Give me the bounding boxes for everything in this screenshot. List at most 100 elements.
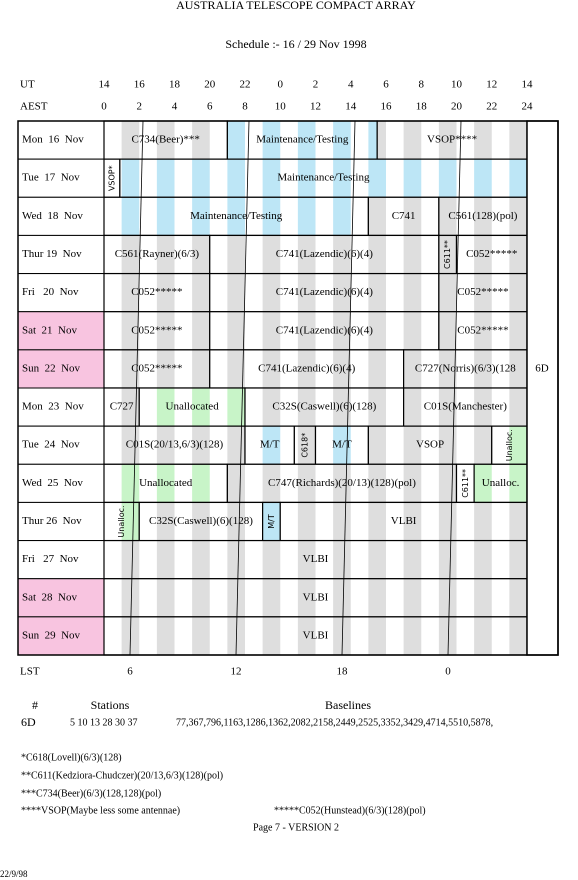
stripe — [438, 235, 457, 274]
block-label: C611** — [461, 469, 470, 498]
stripe — [509, 273, 527, 312]
stripe — [121, 464, 140, 503]
note: ***C734(Beer)(6/3)(128,128)(pol) — [21, 788, 161, 799]
stripe — [262, 502, 281, 541]
block-bg — [104, 159, 120, 198]
block-bg — [403, 349, 527, 388]
stripe — [438, 578, 457, 617]
block-label: C32S(Caswell)(6)(128) — [272, 401, 376, 413]
stripe — [192, 540, 210, 579]
day-cell — [17, 311, 105, 351]
table-header: # — [32, 698, 38, 712]
stripe — [333, 159, 351, 198]
stripe — [227, 121, 245, 160]
stripe — [368, 540, 386, 579]
day-label: Fri 20 Nov — [22, 286, 79, 298]
block-label: C052***** — [131, 362, 182, 374]
day-label: Tue 17 Nov — [22, 172, 80, 184]
stripe — [509, 388, 527, 427]
lst-hour: 0 — [445, 666, 451, 678]
ut-hour: 8 — [419, 79, 425, 91]
block-label: VSOP* — [107, 165, 116, 191]
stripe — [368, 464, 386, 503]
stripe — [368, 426, 386, 465]
block-label: C734(Beer)*** — [131, 134, 199, 146]
stripe — [297, 388, 316, 427]
stripe — [262, 578, 281, 617]
day-cell — [17, 158, 105, 198]
note: ****VSOP(Maybe less some antennae) — [21, 805, 180, 816]
stripe — [368, 311, 386, 350]
day-label: Tue 24 Nov — [22, 439, 80, 451]
aest-hour: 2 — [137, 101, 143, 113]
stripe — [403, 235, 422, 274]
table-header: Stations — [91, 698, 130, 712]
lst-hour: 12 — [231, 666, 242, 678]
block-bg — [456, 464, 475, 503]
day-cell — [17, 501, 105, 542]
note: *C618(Lovell)(6/3)(128) — [21, 752, 122, 763]
stripe — [509, 121, 527, 160]
stripe — [333, 311, 351, 350]
ut-hour: 14 — [99, 79, 111, 91]
block-label: VLBI — [303, 591, 329, 603]
stripe — [262, 273, 281, 312]
stripe — [121, 197, 140, 236]
stripe — [403, 159, 422, 198]
block-bg — [403, 388, 527, 427]
day-label: Fri 27 Nov — [22, 553, 79, 565]
lst-label: LST — [20, 666, 40, 678]
stripe — [121, 121, 140, 160]
stripe — [368, 235, 386, 274]
footer: Page 7 - VERSION 2 — [253, 822, 339, 833]
stripe — [262, 159, 281, 198]
stripe — [333, 540, 351, 579]
ut-hour: 0 — [278, 79, 284, 91]
block-label: Unalloc. — [117, 505, 126, 537]
stripe — [297, 426, 316, 465]
stripe — [192, 121, 210, 160]
stripe — [438, 616, 457, 655]
stripe — [121, 311, 140, 350]
block-label: C618* — [300, 433, 309, 458]
stripe — [227, 540, 245, 579]
lst-line — [447, 120, 462, 656]
day-label: Wed 25 Nov — [22, 477, 83, 489]
block-label: VLBI — [303, 553, 329, 565]
block-label: C01S(Manchester) — [424, 401, 507, 413]
stripe — [403, 464, 422, 503]
stripe — [192, 388, 210, 427]
stripe — [156, 197, 175, 236]
stripe — [509, 502, 527, 541]
day-label: Sat 21 Nov — [22, 324, 78, 336]
aest-hour: 10 — [275, 101, 287, 113]
block-label: M/T — [332, 439, 352, 451]
stripe — [403, 273, 422, 312]
stripe — [297, 616, 316, 655]
block-label: C727(Norris)(6/3)(128 — [415, 362, 516, 374]
stripe — [121, 388, 140, 427]
stripe — [297, 159, 316, 198]
lst-line — [129, 120, 144, 656]
block-label: Unallocated — [166, 401, 220, 413]
stripe — [227, 235, 245, 274]
day-cell — [17, 120, 105, 160]
title: AUSTRALIA TELESCOPE COMPACT ARRAY — [176, 0, 416, 12]
stripe — [333, 388, 351, 427]
day-cell — [17, 387, 105, 427]
aest-hour: 12 — [310, 101, 321, 113]
stripe — [438, 426, 457, 465]
config-label: 6D — [535, 362, 549, 374]
block-label: C32S(Caswell)(6)(128) — [149, 515, 253, 527]
stripe — [509, 540, 527, 579]
config-column — [526, 120, 559, 656]
stripe — [262, 349, 281, 388]
stripe — [509, 464, 527, 503]
stripe — [509, 426, 527, 465]
ut-hour: 12 — [486, 79, 497, 91]
stripe — [474, 121, 492, 160]
stripe — [121, 159, 140, 198]
stripe — [156, 540, 175, 579]
